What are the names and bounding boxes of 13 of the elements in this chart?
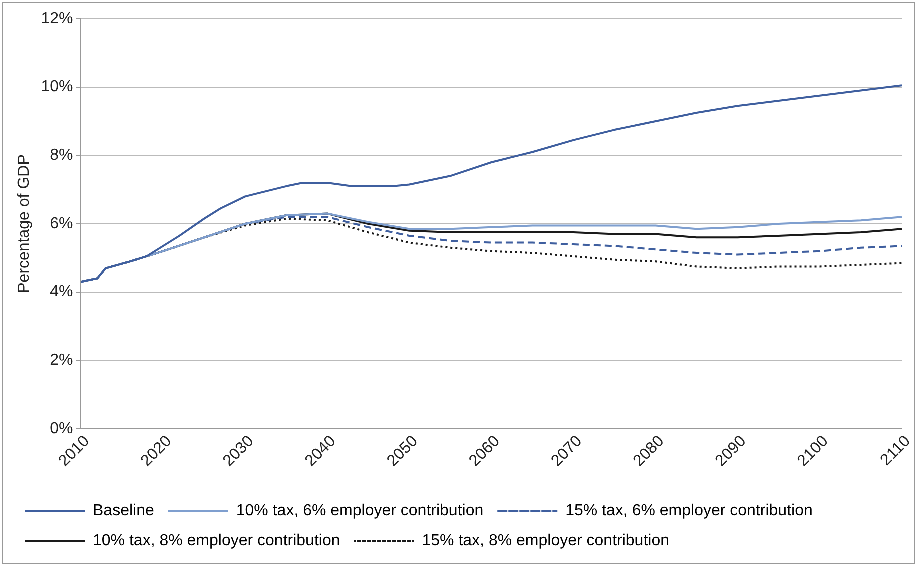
y-tick-label: 8%: [50, 147, 74, 164]
y-tick-label: 4%: [50, 284, 74, 301]
y-tick-label: 0%: [50, 420, 74, 438]
y-tick-label: 6%: [50, 215, 74, 232]
legend-label: 15% tax, 8% employer contribution: [422, 532, 670, 550]
legend-label: 15% tax, 6% employer contribution: [566, 502, 813, 520]
legend-label: Baseline: [93, 502, 154, 520]
y-tick-label: 10%: [41, 78, 74, 96]
legend-label: 10% tax, 8% employer contribution: [93, 532, 340, 550]
y-axis-title: Percentage of GDP: [16, 154, 34, 294]
y-tick-label: 12%: [41, 10, 74, 28]
legend-label: 10% tax, 6% employer contribution: [236, 502, 484, 520]
y-tick-label: 2%: [50, 352, 74, 370]
